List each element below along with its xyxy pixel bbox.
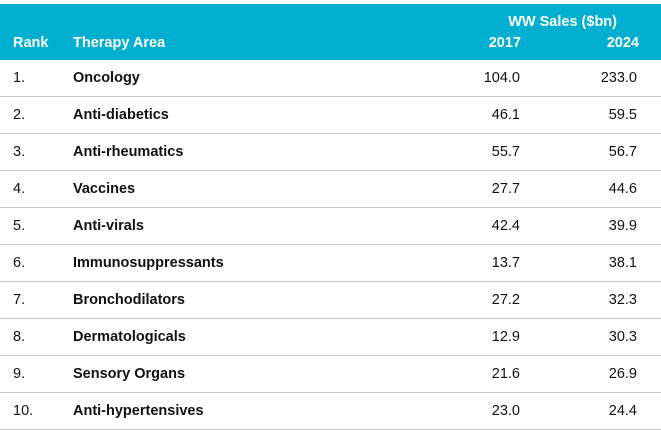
table-header: Rank Therapy Area WW Sales ($bn) 2017 20…	[0, 4, 661, 60]
sales-2017-cell: 104.0	[483, 70, 520, 86]
therapy-area-cell: Anti-diabetics	[73, 107, 169, 123]
table-row: 5. Anti-virals 42.4 39.9	[0, 208, 661, 245]
sales-2024-cell: 56.7	[608, 144, 637, 160]
header-year-2024: 2024	[606, 35, 639, 51]
therapy-area-cell: Anti-rheumatics	[73, 144, 184, 160]
rank-cell: 7.	[13, 292, 26, 308]
sales-2017-cell: 42.4	[491, 218, 520, 234]
sales-2017-cell: 46.1	[491, 107, 520, 123]
header-ww-sales: WW Sales ($bn)	[508, 14, 617, 30]
rank-cell: 9.	[13, 366, 26, 382]
header-year-2017: 2017	[488, 35, 521, 51]
table-row: 9. Sensory Organs 21.6 26.9	[0, 356, 661, 393]
table-body: 1. Oncology 104.0 233.0 2. Anti-diabetics 46.1…	[0, 60, 661, 430]
sales-2024-cell: 59.5	[608, 107, 637, 123]
sales-2017-cell: 12.9	[491, 329, 520, 345]
sales-2017-cell: 27.7	[491, 181, 520, 197]
sales-2024-cell: 24.4	[608, 403, 637, 419]
sales-2024-cell: 44.6	[608, 181, 637, 197]
table-row: 1. Oncology 104.0 233.0	[0, 60, 661, 97]
sales-2024-cell: 32.3	[608, 292, 637, 308]
rank-cell: 6.	[13, 255, 26, 271]
therapy-area-cell: Anti-virals	[73, 218, 144, 234]
sales-2017-cell: 55.7	[491, 144, 520, 160]
therapy-area-cell: Vaccines	[73, 181, 136, 197]
rank-cell: 1.	[13, 70, 26, 86]
header-therapy-area: Therapy Area	[73, 35, 166, 51]
rank-cell: 3.	[13, 144, 26, 160]
sales-2024-cell: 26.9	[608, 366, 637, 382]
sales-2017-cell: 13.7	[491, 255, 520, 271]
therapy-area-cell: Oncology	[73, 70, 140, 86]
sales-2017-cell: 21.6	[491, 366, 520, 382]
sales-2017-cell: 27.2	[491, 292, 520, 308]
therapy-area-cell: Sensory Organs	[73, 366, 186, 382]
therapy-area-cell: Dermatologicals	[73, 329, 186, 345]
therapy-area-cell: Anti-hypertensives	[73, 403, 204, 419]
table-row: 10. Anti-hypertensives 23.0 24.4	[0, 393, 661, 430]
sales-table: Rank Therapy Area WW Sales ($bn) 2017 20…	[0, 4, 661, 430]
sales-2024-cell: 38.1	[608, 255, 637, 271]
rank-cell: 4.	[13, 181, 26, 197]
sales-2024-cell: 39.9	[608, 218, 637, 234]
table-row: 2. Anti-diabetics 46.1 59.5	[0, 97, 661, 134]
table-row: 3. Anti-rheumatics 55.7 56.7	[0, 134, 661, 171]
rank-cell: 10.	[13, 403, 34, 419]
table-row: 6. Immunosuppressants 13.7 38.1	[0, 245, 661, 282]
sales-2024-cell: 30.3	[608, 329, 637, 345]
sales-2024-cell: 233.0	[600, 70, 637, 86]
rank-cell: 8.	[13, 329, 26, 345]
rank-cell: 5.	[13, 218, 26, 234]
rank-cell: 2.	[13, 107, 26, 123]
sales-2017-cell: 23.0	[491, 403, 520, 419]
table-row: 7. Bronchodilators 27.2 32.3	[0, 282, 661, 319]
table-row: 8. Dermatologicals 12.9 30.3	[0, 319, 661, 356]
table-row: 4. Vaccines 27.7 44.6	[0, 171, 661, 208]
therapy-area-cell: Immunosuppressants	[73, 255, 224, 271]
therapy-area-cell: Bronchodilators	[73, 292, 185, 308]
header-rank: Rank	[13, 35, 49, 51]
